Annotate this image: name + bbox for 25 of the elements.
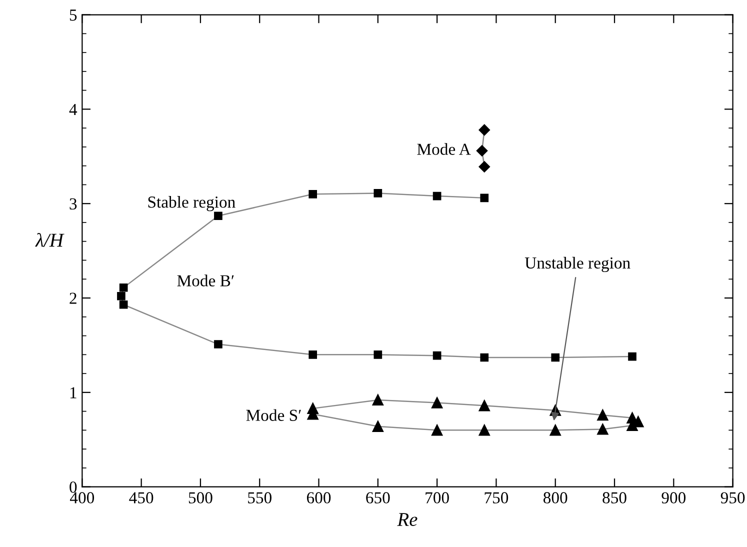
- x-tick-label: 600: [306, 492, 331, 504]
- x-tick-label: 650: [366, 492, 390, 504]
- y-tick-label: 2: [70, 292, 76, 304]
- x-axis-title: Re: [397, 513, 418, 526]
- x-tick-label: 900: [662, 492, 686, 504]
- y-tick-label: 0: [70, 482, 77, 493]
- y-tick-label: 5: [70, 10, 77, 21]
- x-tick-label: 450: [129, 492, 154, 504]
- annotation: Unstable region: [524, 256, 630, 272]
- x-tick-label: 400: [70, 492, 94, 504]
- x-tick-label: 750: [484, 492, 508, 504]
- series-label: Mode S′: [246, 409, 301, 421]
- y-tick-label: 4: [69, 104, 78, 115]
- x-tick-label: 800: [543, 492, 568, 504]
- series-label: Mode A: [417, 143, 471, 155]
- x-tick-label: 500: [188, 492, 212, 504]
- x-tick-label: 700: [426, 492, 449, 504]
- y-axis-title: λ/H: [35, 232, 64, 247]
- annotation: Stable region: [148, 196, 236, 212]
- x-tick-label: 550: [248, 492, 272, 504]
- y-tick-label: 3: [70, 198, 77, 210]
- x-tick-label: 950: [720, 492, 745, 504]
- x-tick-label: 850: [602, 492, 626, 504]
- y-tick-label: 1: [70, 387, 76, 398]
- series-label: Mode B′: [177, 274, 234, 286]
